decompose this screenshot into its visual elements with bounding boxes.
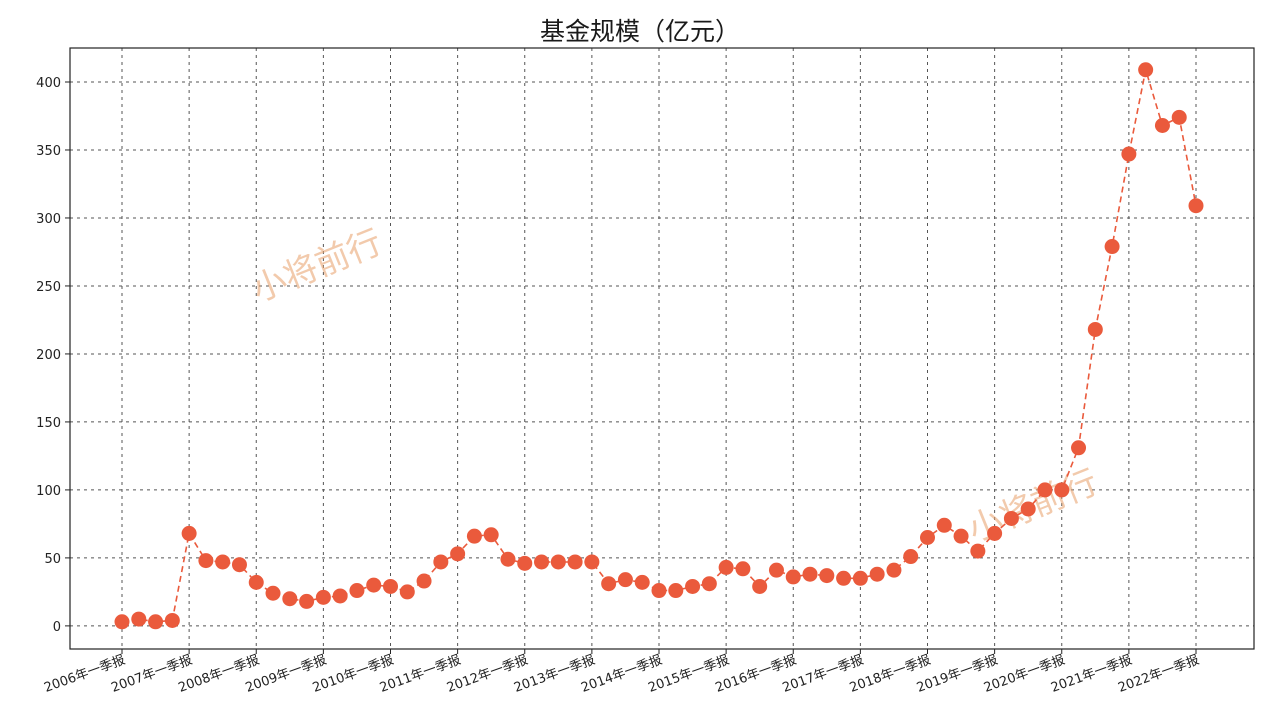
data-point — [500, 551, 516, 567]
data-point — [685, 578, 701, 594]
data-point — [332, 588, 348, 604]
data-point — [1020, 501, 1036, 517]
data-point — [383, 578, 398, 594]
data-point — [1121, 146, 1137, 162]
watermark-text: 小将前行 — [246, 222, 387, 310]
data-point — [517, 555, 533, 571]
data-point — [1087, 321, 1103, 337]
data-point — [231, 557, 247, 573]
data-point — [248, 574, 264, 590]
data-point — [1037, 482, 1053, 498]
data-point — [366, 577, 382, 593]
y-tick-label: 350 — [36, 144, 61, 159]
data-point — [886, 562, 902, 578]
y-tick-label: 150 — [36, 416, 61, 431]
data-point — [735, 561, 751, 577]
data-point — [265, 585, 281, 601]
y-tick-label: 400 — [36, 76, 61, 91]
y-tick-label: 0 — [53, 620, 61, 635]
data-point — [601, 576, 617, 592]
data-point — [114, 614, 130, 630]
data-point — [852, 570, 868, 586]
data-point — [987, 525, 1003, 541]
y-tick-label: 100 — [36, 484, 61, 499]
data-point — [131, 611, 147, 627]
data-point — [584, 554, 600, 570]
series-line — [114, 62, 1204, 630]
y-tick-label: 200 — [36, 348, 61, 363]
data-point — [567, 554, 583, 570]
data-point — [483, 527, 499, 543]
data-point — [1188, 198, 1204, 214]
data-point — [617, 572, 633, 588]
data-point — [1054, 482, 1070, 498]
data-point — [433, 554, 449, 570]
data-point — [315, 589, 331, 605]
y-tick-label: 300 — [36, 212, 61, 227]
data-point — [869, 566, 885, 582]
data-point — [466, 528, 482, 544]
y-tick-label: 250 — [36, 280, 61, 295]
data-point — [282, 591, 298, 607]
grid-lines — [70, 48, 1254, 649]
data-point — [349, 583, 365, 599]
data-point — [634, 574, 650, 590]
x-tick-labels: 2006年一季报2007年一季报2008年一季报2009年一季报2010年一季报… — [42, 653, 1201, 696]
data-point — [1104, 239, 1120, 255]
data-point — [181, 525, 197, 541]
data-point — [1071, 440, 1087, 456]
data-point — [785, 569, 801, 585]
data-point — [550, 554, 566, 570]
data-point — [701, 576, 717, 592]
data-point — [903, 549, 919, 565]
data-point — [668, 583, 684, 599]
data-point — [651, 583, 667, 599]
data-point — [416, 573, 432, 589]
data-point — [718, 559, 734, 575]
data-point — [1003, 510, 1019, 526]
data-point — [819, 568, 835, 584]
axes — [65, 47, 1255, 654]
data-point — [198, 553, 214, 569]
data-point — [768, 562, 784, 578]
plot-frame — [69, 47, 1255, 650]
data-point — [148, 614, 164, 630]
data-point — [1154, 118, 1170, 134]
data-point — [1138, 62, 1154, 78]
data-point — [164, 612, 180, 628]
data-point — [1171, 109, 1187, 125]
data-point — [215, 554, 231, 570]
data-point — [970, 543, 986, 559]
data-point — [752, 578, 768, 594]
data-point — [450, 546, 466, 562]
data-point — [299, 593, 315, 609]
y-tick-labels: 0 50 100 150 200 250 300 350 400 — [36, 76, 61, 635]
data-point — [936, 517, 952, 533]
data-point — [399, 584, 415, 600]
data-point — [534, 554, 550, 570]
data-point — [953, 528, 969, 544]
data-point — [836, 570, 852, 586]
chart-title: 基金规模（亿元） — [539, 17, 740, 46]
y-tick-label: 50 — [44, 552, 61, 567]
data-point — [802, 566, 818, 582]
data-point — [920, 530, 935, 546]
